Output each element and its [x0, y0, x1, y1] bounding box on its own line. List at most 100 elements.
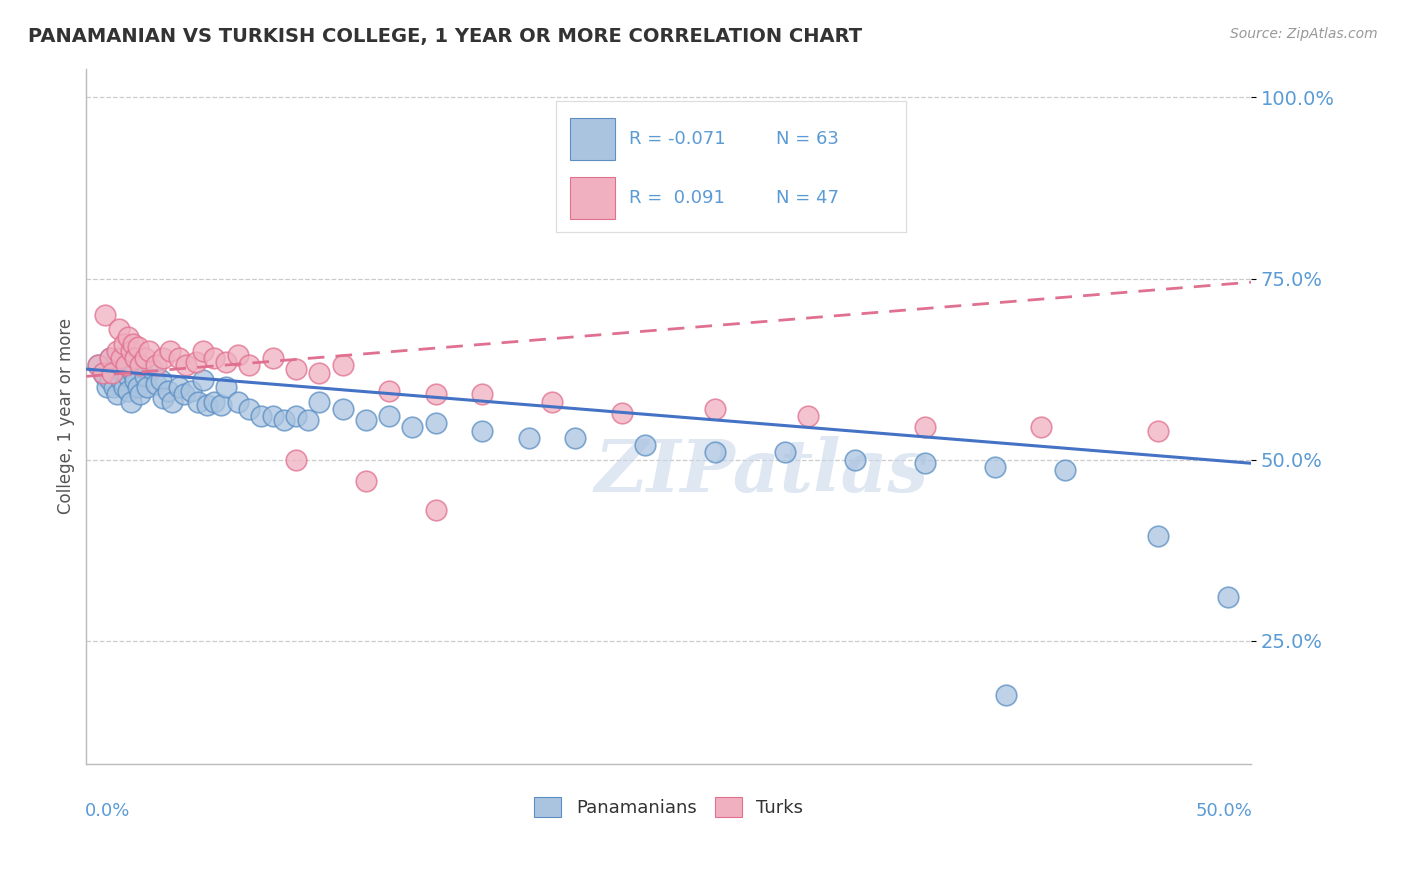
Point — [308, 394, 330, 409]
Point — [145, 376, 167, 391]
Point — [176, 359, 198, 373]
Point — [984, 459, 1007, 474]
Point — [110, 362, 132, 376]
Point — [284, 362, 307, 376]
Point — [98, 351, 121, 366]
Point — [149, 373, 172, 387]
Point — [610, 406, 633, 420]
Point — [117, 329, 139, 343]
Point — [156, 384, 179, 398]
Point — [797, 409, 820, 424]
Point — [94, 369, 117, 384]
Point — [138, 343, 160, 358]
Point — [226, 348, 249, 362]
Text: 50.0%: 50.0% — [1195, 802, 1253, 820]
Point — [117, 384, 139, 398]
Point — [238, 359, 260, 373]
Point — [209, 398, 232, 412]
Point — [112, 380, 135, 394]
Point — [226, 394, 249, 409]
Point — [262, 351, 284, 366]
Point — [284, 409, 307, 424]
Point — [1216, 591, 1239, 605]
Point — [354, 413, 377, 427]
Point — [354, 475, 377, 489]
Point — [173, 387, 195, 401]
Point — [145, 359, 167, 373]
Point — [773, 445, 796, 459]
Point — [134, 351, 156, 366]
Point — [110, 373, 132, 387]
Point — [117, 369, 139, 384]
Bar — [569, 177, 616, 219]
Point — [94, 308, 117, 322]
Point — [120, 343, 142, 358]
Point — [262, 409, 284, 424]
Point — [124, 351, 146, 366]
Point — [134, 369, 156, 384]
Point — [215, 355, 238, 369]
Point — [284, 452, 307, 467]
Point — [541, 394, 564, 409]
Text: N = 47: N = 47 — [776, 189, 839, 207]
Point — [108, 322, 131, 336]
Point — [169, 380, 191, 394]
Point — [91, 366, 114, 380]
Point — [162, 394, 184, 409]
Point — [378, 384, 401, 398]
Point — [105, 343, 128, 358]
Point — [120, 394, 142, 409]
Point — [152, 391, 174, 405]
Text: PANAMANIAN VS TURKISH COLLEGE, 1 YEAR OR MORE CORRELATION CHART: PANAMANIAN VS TURKISH COLLEGE, 1 YEAR OR… — [28, 27, 862, 45]
Legend: Panamanians, Turks: Panamanians, Turks — [527, 790, 810, 824]
Point — [202, 351, 225, 366]
Point — [124, 373, 146, 387]
Text: R =  0.091: R = 0.091 — [630, 189, 725, 207]
Point — [308, 366, 330, 380]
Point — [995, 688, 1018, 702]
Point — [87, 359, 110, 373]
Point — [215, 380, 238, 394]
Point — [105, 387, 128, 401]
Point — [187, 394, 209, 409]
Text: N = 63: N = 63 — [776, 130, 839, 148]
Point — [471, 387, 494, 401]
Point — [110, 351, 132, 366]
Point — [378, 409, 401, 424]
Point — [128, 359, 150, 373]
Point — [471, 424, 494, 438]
Point — [96, 380, 118, 394]
Text: ZIPatlas: ZIPatlas — [595, 436, 929, 508]
Text: R = -0.071: R = -0.071 — [630, 130, 725, 148]
Point — [297, 413, 319, 427]
Point — [191, 373, 214, 387]
Text: Source: ZipAtlas.com: Source: ZipAtlas.com — [1230, 27, 1378, 41]
Point — [191, 343, 214, 358]
Point — [704, 445, 727, 459]
Point — [159, 343, 181, 358]
Point — [914, 420, 936, 434]
Point — [197, 398, 219, 412]
Point — [87, 359, 110, 373]
Point — [91, 366, 114, 380]
Point — [98, 373, 121, 387]
Point — [128, 387, 150, 401]
Point — [273, 413, 295, 427]
Point — [914, 456, 936, 470]
Point — [634, 438, 657, 452]
Point — [127, 380, 149, 394]
Point — [169, 351, 191, 366]
Point — [1031, 420, 1053, 434]
Point — [332, 401, 354, 416]
Point — [704, 401, 727, 416]
Point — [425, 503, 447, 517]
Point — [1053, 463, 1076, 477]
Point — [180, 384, 202, 398]
Point — [238, 401, 260, 416]
Point — [425, 417, 447, 431]
Point — [202, 394, 225, 409]
Y-axis label: College, 1 year or more: College, 1 year or more — [58, 318, 75, 514]
Text: 0.0%: 0.0% — [86, 802, 131, 820]
Point — [101, 366, 124, 380]
Point — [122, 336, 145, 351]
